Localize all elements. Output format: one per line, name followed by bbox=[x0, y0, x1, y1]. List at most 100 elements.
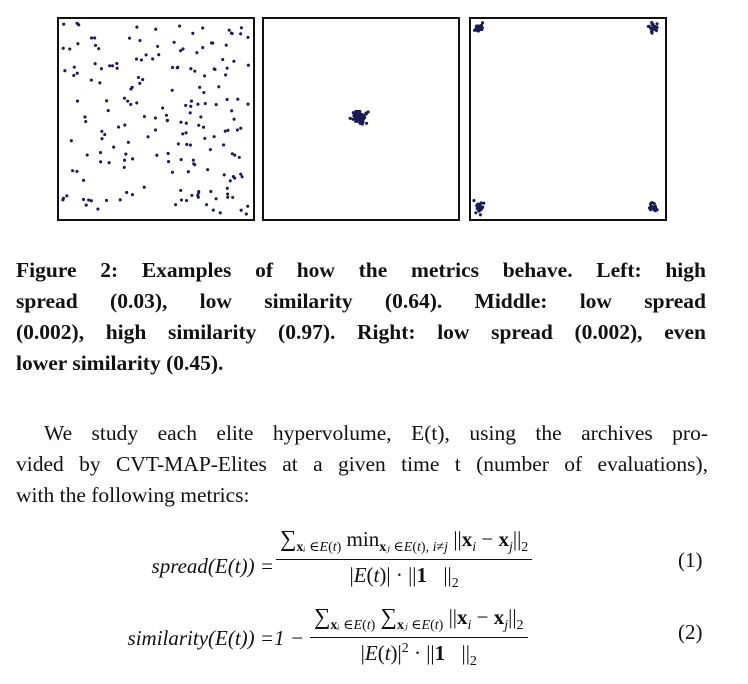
scatter-point bbox=[172, 40, 176, 44]
scatter-point bbox=[235, 128, 239, 132]
scatter-point bbox=[69, 139, 73, 143]
paragraph-line: with the following metrics: bbox=[16, 483, 250, 507]
scatter-point bbox=[192, 162, 196, 166]
scatter-point bbox=[221, 57, 225, 62]
scatter-point bbox=[84, 119, 88, 124]
scatter-point bbox=[166, 151, 170, 156]
equation-numerator: ∑xᵢ ∈E(t) minxⱼ ∈E(t), i≠j ||xi − xj||2 bbox=[280, 526, 529, 555]
scatter-point bbox=[196, 102, 200, 106]
scatter-point bbox=[146, 135, 150, 139]
scatter-point bbox=[225, 186, 229, 190]
scatter-point bbox=[179, 120, 183, 124]
scatter-point bbox=[75, 71, 79, 75]
scatter-point bbox=[161, 106, 165, 110]
scatter-point bbox=[231, 175, 235, 179]
scatter-point bbox=[202, 90, 206, 95]
scatter-point bbox=[230, 152, 234, 156]
scatter-point bbox=[63, 69, 67, 73]
scatter-point bbox=[364, 112, 368, 116]
scatter-point bbox=[649, 208, 653, 212]
scatter-point bbox=[93, 36, 97, 40]
scatter-point bbox=[246, 102, 250, 106]
scatter-point bbox=[129, 102, 133, 106]
scatter-point bbox=[155, 153, 159, 157]
scatter-point bbox=[222, 173, 226, 177]
scatter-point bbox=[189, 104, 193, 108]
scatter-point bbox=[115, 66, 119, 70]
scatter-point bbox=[184, 131, 188, 135]
scatter-point bbox=[478, 213, 482, 217]
scatter-point bbox=[212, 67, 216, 71]
fraction-bar bbox=[310, 637, 528, 638]
scatter-point bbox=[650, 201, 654, 205]
scatter-point bbox=[153, 128, 158, 132]
scatter-point bbox=[184, 121, 188, 125]
scatter-point bbox=[105, 99, 109, 103]
scatter-plot-left bbox=[61, 21, 250, 216]
scatter-point bbox=[239, 208, 243, 212]
scatter-point bbox=[652, 205, 656, 209]
scatter-point bbox=[365, 121, 369, 125]
scatter-point bbox=[351, 117, 355, 121]
scatter-point bbox=[196, 195, 200, 199]
scatter-point bbox=[359, 116, 363, 120]
scatter-point bbox=[181, 47, 185, 51]
scatter-point bbox=[61, 196, 66, 200]
scatter-point bbox=[106, 109, 110, 113]
equation-lhs: spread(E(t)) = bbox=[151, 554, 274, 578]
scatter-point bbox=[110, 64, 115, 68]
scatter-point bbox=[134, 57, 139, 61]
scatter-point bbox=[166, 160, 171, 164]
scatter-point bbox=[481, 205, 485, 209]
scatter-point bbox=[89, 199, 93, 203]
scatter-point bbox=[191, 31, 195, 35]
scatter-point bbox=[195, 51, 199, 55]
caption-line: Figure 2: Examples of how the metrics be… bbox=[16, 258, 706, 282]
scatter-point bbox=[236, 97, 240, 101]
scatter-point bbox=[126, 99, 130, 103]
scatter-point bbox=[655, 208, 659, 212]
scatter-point bbox=[144, 53, 148, 57]
scatter-point bbox=[103, 133, 107, 137]
scatter-point bbox=[354, 119, 358, 123]
scatter-point bbox=[189, 67, 193, 71]
scatter-point bbox=[179, 198, 184, 202]
scatter-point bbox=[179, 157, 183, 162]
equation-numerator: ∑xᵢ ∈E(t) ∑xⱼ ∈E(t) ||xi − xj||2 bbox=[314, 604, 524, 633]
scatter-point bbox=[186, 170, 190, 174]
scatter-point bbox=[474, 211, 478, 215]
scatter-point bbox=[83, 115, 87, 119]
scatter-point bbox=[348, 116, 352, 120]
scatter-point bbox=[135, 25, 139, 29]
scatter-point bbox=[98, 81, 102, 85]
scatter-point bbox=[170, 170, 175, 174]
scatter-point bbox=[228, 179, 232, 183]
scatter-point bbox=[193, 69, 197, 73]
scatter-point bbox=[179, 188, 183, 192]
equation-fraction: ∑xᵢ ∈E(t) ∑xⱼ ∈E(t) ||xi − xj||2 |E(t)|2… bbox=[310, 604, 528, 670]
scatter-point bbox=[244, 212, 248, 216]
scatter-point bbox=[239, 172, 243, 176]
equation-number: (2) bbox=[678, 620, 703, 644]
scatter-point bbox=[123, 123, 127, 127]
fraction-bar bbox=[276, 559, 533, 560]
scatter-point bbox=[480, 21, 485, 25]
scatter-point bbox=[225, 97, 229, 102]
scatter-point bbox=[81, 197, 86, 202]
scatter-point bbox=[87, 198, 91, 202]
scatter-point bbox=[646, 24, 650, 28]
scatter-point bbox=[118, 198, 122, 202]
scatter-point bbox=[153, 116, 157, 120]
scatter-point bbox=[480, 26, 484, 30]
scatter-point bbox=[356, 117, 361, 121]
scatter-point bbox=[201, 46, 205, 50]
scatter-point bbox=[100, 129, 104, 133]
scatter-point bbox=[75, 169, 79, 173]
scatter-point bbox=[197, 191, 201, 195]
scatter-point bbox=[122, 165, 126, 169]
caption-line: spread (0.03), low similarity (0.64). Mi… bbox=[16, 289, 706, 313]
scatter-point bbox=[203, 101, 207, 106]
scatter-point bbox=[71, 169, 75, 173]
scatter-point bbox=[198, 85, 202, 89]
scatter-point bbox=[230, 109, 234, 113]
